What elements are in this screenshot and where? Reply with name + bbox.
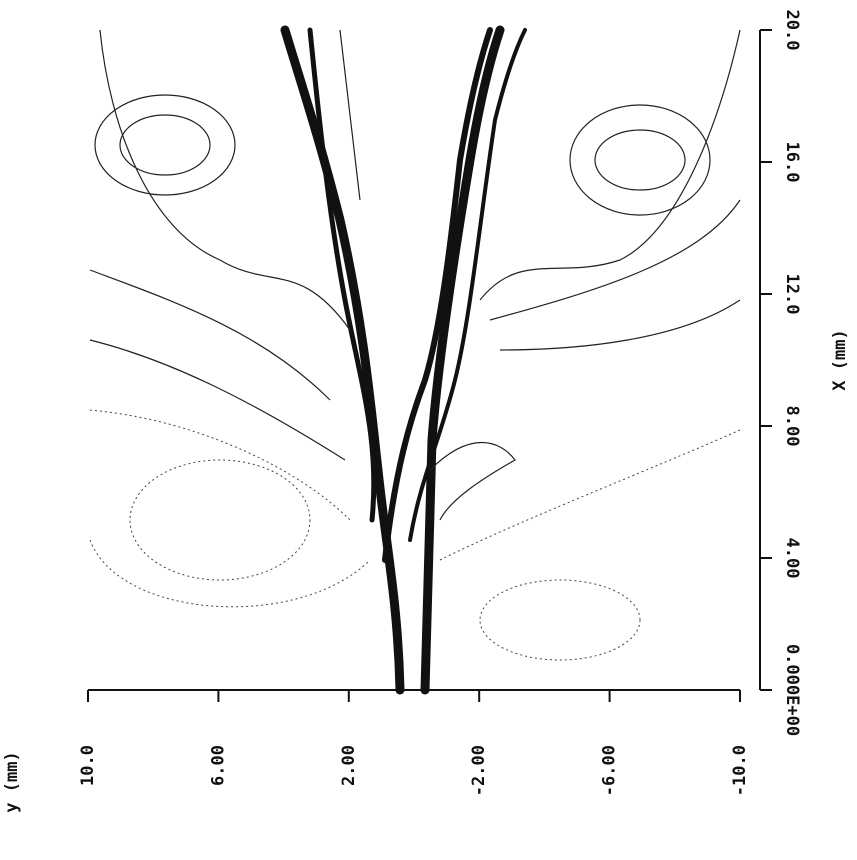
- contour-line: [89, 269, 331, 401]
- x-tick-label: 12.0: [782, 274, 802, 315]
- contour-line: [89, 409, 351, 521]
- contour-line: [499, 299, 741, 351]
- contour-line: [94, 94, 236, 196]
- contour-line: [339, 29, 361, 201]
- y-tick-label: 6.00: [208, 745, 228, 786]
- y-tick-label: -6.00: [600, 745, 620, 796]
- contour-line: [479, 29, 741, 301]
- contour-line: [569, 104, 711, 216]
- y-tick-label: 10.0: [78, 745, 98, 786]
- x-tick-label: 20.0: [782, 10, 802, 51]
- x-tick-label: 0.000E+00: [782, 644, 802, 736]
- contour-line: [99, 29, 351, 331]
- y-tick-label: 2.00: [339, 745, 359, 786]
- contour-line: [429, 442, 516, 521]
- y-axis-title: y (mm): [2, 751, 22, 812]
- contour-line: [479, 579, 641, 661]
- contour-line: [594, 129, 686, 191]
- jet-band: [420, 25, 505, 695]
- jet-band: [307, 27, 377, 523]
- contour-line: [489, 199, 741, 321]
- contour-line: [89, 339, 346, 461]
- jet-band: [382, 27, 493, 563]
- contour-line: [89, 539, 371, 608]
- contour-field: [89, 25, 741, 695]
- y-tick-label: -2.00: [469, 745, 489, 796]
- y-tick-label: -10.0: [730, 745, 750, 796]
- contour-line: [439, 429, 741, 561]
- jet-band: [408, 28, 527, 542]
- x-tick-label: 4.00: [782, 538, 802, 579]
- x-axis-title: X (mm): [830, 329, 850, 390]
- jet-band: [280, 25, 405, 695]
- x-tick-label: 8.00: [782, 406, 802, 447]
- contour-line: [129, 459, 311, 581]
- contour-line: [119, 114, 211, 176]
- x-tick-label: 16.0: [782, 142, 802, 183]
